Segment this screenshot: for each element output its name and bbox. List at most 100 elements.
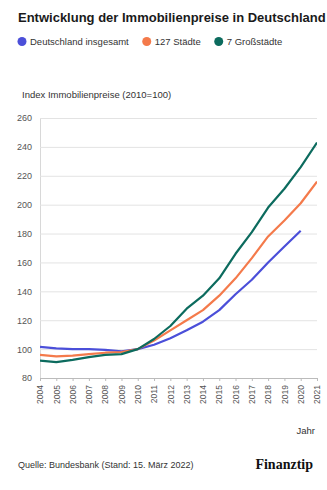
grid-line [40, 118, 317, 119]
source: Quelle: Bundesbank (Stand: 15. März 2022… [18, 460, 194, 470]
grid-line [40, 291, 317, 292]
x-tick: 2019 [280, 378, 290, 404]
tick-mark [236, 378, 237, 381]
tick-mark [138, 378, 139, 381]
tick-mark [219, 378, 220, 381]
legend: Deutschland insgesamt 127 Städte 7 Großstä… [18, 36, 283, 47]
legend-label: 127 Städte [155, 36, 201, 47]
grid-line [40, 147, 317, 148]
tick-mark [121, 378, 122, 381]
tick-mark [89, 378, 90, 381]
grid-line [40, 320, 317, 321]
tick-mark [40, 378, 41, 381]
series-line [40, 182, 317, 357]
grid-line [40, 262, 317, 263]
x-tick-label: 2020 [296, 385, 306, 404]
x-tick-label: 2015 [214, 385, 224, 404]
lines [40, 143, 317, 363]
x-tick: 2017 [247, 378, 257, 404]
x-tick: 2007 [84, 378, 94, 404]
y-axis-title: Index Immobilienpreise (2010=100) [22, 89, 171, 100]
x-tick-label: 2018 [263, 385, 273, 404]
x-tick-label: 2004 [35, 385, 45, 404]
legend-swatch [142, 37, 151, 46]
x-tick-label: 2005 [52, 385, 62, 404]
title: Entwicklung der Immobilienpreise in Deut… [18, 10, 326, 25]
tick-mark [268, 378, 269, 381]
x-tick: 2020 [296, 378, 306, 404]
legend-item: 7 Großstädte [214, 36, 282, 47]
brand: Finanztip [255, 457, 313, 472]
x-tick: 2012 [166, 378, 176, 404]
tick-mark [56, 378, 57, 381]
x-tick-label: 2019 [280, 385, 290, 404]
series-line [40, 231, 301, 352]
x-tick-label: 2013 [182, 385, 192, 404]
series-line [40, 143, 317, 363]
tick-mark [252, 378, 253, 381]
legend-item: 127 Städte [142, 36, 200, 47]
grid-line [40, 234, 317, 235]
y-tick-label: 100 [17, 344, 32, 354]
x-tick: 2016 [231, 378, 241, 404]
y-tick-label: 120 [17, 316, 32, 326]
y-tick: 240 [17, 142, 317, 152]
legend-label: Deutschland insgesamt [30, 36, 129, 47]
x-tick: 2010 [133, 378, 143, 404]
x-axis: 2004 2005 2006 2007 2008 2009 2010 2011 2012 2013… [35, 378, 322, 404]
chart: Entwicklung der Immobilienpreise in Deut… [0, 0, 327, 490]
x-tick: 2008 [100, 378, 110, 404]
x-tick-label: 2010 [133, 385, 143, 404]
tick-mark [154, 378, 155, 381]
legend-label: 7 Großstädte [227, 36, 282, 47]
x-tick-label: 2012 [166, 385, 176, 404]
y-tick: 140 [17, 287, 317, 297]
x-tick: 2006 [68, 378, 78, 404]
x-tick-label: 2008 [100, 385, 110, 404]
x-tick: 2005 [52, 378, 62, 404]
x-tick: 2004 [35, 378, 45, 404]
y-tick-label: 220 [17, 171, 32, 181]
x-tick: 2015 [214, 378, 224, 404]
tick-mark [73, 378, 74, 381]
x-tick: 2013 [182, 378, 192, 404]
tick-mark [105, 378, 106, 381]
x-tick: 2011 [149, 378, 159, 403]
tick-mark [203, 378, 204, 381]
legend-swatch [18, 37, 27, 46]
x-tick-label: 2016 [231, 385, 241, 404]
x-tick-label: 2021 [312, 385, 322, 404]
x-axis-line [41, 379, 318, 382]
y-axis: 80 100 120 140 160 180 200 220 240 260 [17, 113, 317, 383]
tick-mark [187, 378, 188, 381]
y-tick: 260 [17, 113, 317, 123]
y-tick-label: 180 [17, 229, 32, 239]
legend-item: Deutschland insgesamt [18, 36, 130, 47]
grid-line [40, 176, 317, 177]
y-tick: 120 [17, 316, 317, 326]
x-tick-label: 2006 [68, 385, 78, 404]
y-tick-label: 160 [17, 258, 32, 268]
x-tick-label: 2009 [117, 385, 127, 404]
tick-mark [301, 378, 302, 381]
y-tick-label: 140 [17, 287, 32, 297]
tick-mark [170, 378, 171, 381]
legend-swatch [214, 37, 223, 46]
tick-mark [284, 378, 285, 381]
x-tick-label: 2014 [198, 385, 208, 404]
y-tick-label: 200 [17, 200, 32, 210]
grid-line [40, 205, 317, 206]
x-tick: 2009 [117, 378, 127, 404]
y-tick-label: 260 [17, 113, 32, 123]
plot: 8010012014016018020022024026020042005200… [17, 113, 322, 404]
tick-mark [317, 378, 318, 381]
y-tick: 80 [22, 373, 317, 383]
y-axis-line [41, 119, 318, 379]
x-tick: 2021 [312, 378, 322, 404]
y-tick-label: 240 [17, 142, 32, 152]
x-tick: 2014 [198, 378, 208, 404]
x-tick-label: 2011 [149, 385, 159, 404]
x-tick-label: 2007 [84, 385, 94, 404]
y-tick-label: 80 [22, 373, 32, 383]
x-tick: 2018 [263, 378, 273, 404]
